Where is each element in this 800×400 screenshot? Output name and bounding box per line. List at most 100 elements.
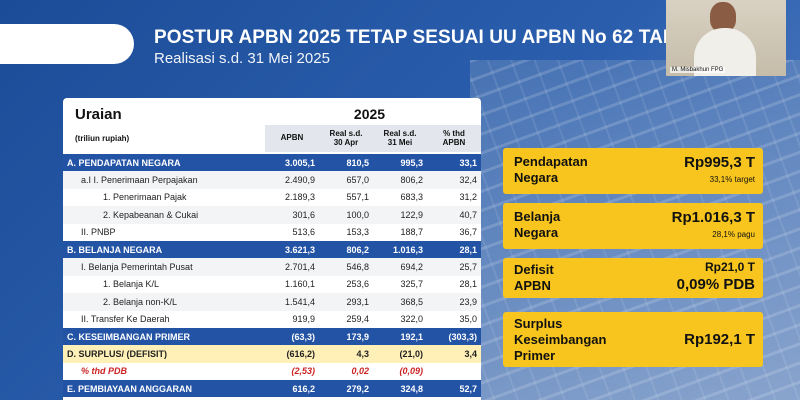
row-value	[427, 363, 481, 380]
row-label: 2. Kepabeanan & Cukai	[63, 206, 265, 224]
row-value: 100,0	[319, 206, 373, 224]
row-value: 3.005,1	[265, 154, 319, 172]
row-value: 23,9	[427, 293, 481, 311]
card-note: 33,1% target	[709, 175, 755, 184]
row-label: A. PENDAPATAN NEGARA	[63, 154, 265, 172]
row-label: a.I I. Penerimaan Perpajakan	[63, 171, 265, 189]
row-value: 2.189,3	[284, 192, 315, 203]
table-row: 1. Belanja K/L 1.160,1 253,6 325,7 28,1	[63, 276, 481, 293]
card-label: Defisit APBN	[514, 262, 554, 293]
slide-title: POSTUR APBN 2025 TETAP SESUAI UU APBN No…	[154, 27, 753, 48]
card-value: Rp1.016,3 T	[671, 209, 755, 226]
row-label: 1. Penerimaan Pajak	[103, 192, 187, 203]
row-value: (2,53)	[291, 366, 315, 377]
card-value: Rp21,0 T	[704, 260, 755, 274]
table-unit: (triliun rupiah)	[75, 134, 130, 143]
table-row: A. PENDAPATAN NEGARA 3.005,1 810,5 995,3 33,…	[63, 154, 481, 172]
row-label: I. Belanja Pemerintah Pusat	[63, 258, 265, 276]
column-header: % thd APBN	[427, 125, 481, 152]
row-value: 279,2	[319, 380, 373, 398]
table-row: % thd PDB (2,53) 0,02 (0,09)	[63, 363, 481, 380]
row-value: 919,9	[292, 314, 315, 325]
row-value: 546,8	[319, 258, 373, 276]
table-row: B. BELANJA NEGARA 3.621,3 806,2 1.016,3 28,1	[63, 240, 481, 259]
table-row: D. SURPLUS/ (DEFISIT) (616,2) 4,3 (21,0) 3,4	[63, 345, 481, 363]
row-value: 52,7	[427, 380, 481, 398]
row-value: 31,2	[459, 192, 477, 203]
row-value: 324,8	[373, 380, 427, 398]
row-value: 33,1	[427, 154, 481, 172]
column-header: Real s.d. 30 Apr	[319, 125, 373, 152]
row-label: II. Transfer Ke Daerah	[81, 314, 170, 325]
row-value: 259,4	[346, 314, 369, 325]
row-label: D. SURPLUS/ (DEFISIT)	[63, 345, 265, 363]
row-label: B. BELANJA NEGARA	[63, 240, 265, 259]
webcam-name-label: M. Misbakhun FPG	[670, 67, 726, 73]
row-value: 657,0	[319, 171, 373, 189]
row-value: 2.490,9	[265, 171, 319, 189]
row-value: 513,6	[292, 227, 315, 238]
row-value: 35,0	[459, 314, 477, 325]
row-value: 1.541,4	[265, 293, 319, 311]
row-value: 683,3	[400, 192, 423, 203]
row-value: 4,3	[319, 345, 373, 363]
row-value: 32,4	[427, 171, 481, 189]
row-value: 28,1	[459, 279, 477, 290]
row-label: C. KESEIMBANGAN PRIMER	[63, 327, 265, 346]
slide-tab-decoration	[0, 24, 134, 64]
row-value: 253,6	[346, 279, 369, 290]
row-value: 293,1	[319, 293, 373, 311]
row-value: 322,0	[400, 314, 423, 325]
row-label: 1. Belanja K/L	[103, 279, 160, 290]
row-label: II. PNBP	[81, 227, 116, 238]
row-value: 301,6	[265, 206, 319, 224]
row-value: 188,7	[400, 227, 423, 238]
speaker-head	[710, 2, 736, 32]
row-label: 2. Belanja non-K/L	[63, 293, 265, 311]
table-title: Uraian	[75, 106, 122, 123]
table-row: II. PNBP 513,6 153,3 188,7 36,7	[63, 224, 481, 241]
summary-card-revenue: Pendapatan Negara Rp995,3 T 33,1% target	[503, 148, 763, 194]
row-value: 40,7	[427, 206, 481, 224]
table-row: E. PEMBIAYAAN ANGGARAN 616,2 279,2 324,8 52,…	[63, 380, 481, 398]
column-header: APBN	[265, 125, 319, 152]
table-row: 2. Kepabeanan & Cukai 301,6 100,0 122,9 40,7	[63, 206, 481, 224]
column-header: Real s.d. 31 Mei	[373, 125, 427, 152]
summary-card-primary-balance: Surplus Keseimbangan Primer Rp192,1 T	[503, 312, 763, 367]
table-row: C. KESEIMBANGAN PRIMER (63,3) 173,9 192,1 (3…	[63, 327, 481, 346]
row-value: (616,2)	[265, 345, 319, 363]
table-row: a.I I. Penerimaan Perpajakan 2.490,9 657,0…	[63, 171, 481, 189]
row-label: % thd PDB	[81, 366, 127, 377]
row-label: E. PEMBIAYAAN ANGGARAN	[63, 380, 265, 398]
summary-card-spending: Belanja Negara Rp1.016,3 T 28,1% pagu	[503, 203, 763, 249]
row-value: 325,7	[400, 279, 423, 290]
row-value: 192,1	[373, 327, 427, 346]
row-value: 3.621,3	[265, 240, 319, 259]
row-value: 36,7	[459, 227, 477, 238]
webcam-video-tile[interactable]: M. Misbakhun FPG	[666, 0, 786, 76]
row-value: 995,3	[373, 154, 427, 172]
row-value: 806,2	[319, 240, 373, 259]
budget-table-panel: Uraian (triliun rupiah) 2025 APBN Real s…	[63, 98, 481, 400]
row-value: 810,5	[319, 154, 373, 172]
row-value: 694,2	[373, 258, 427, 276]
row-value: (0,09)	[399, 366, 423, 377]
card-value-pdb: 0,09% PDB	[676, 276, 755, 293]
row-value: (21,0)	[373, 345, 427, 363]
row-value: 153,3	[346, 227, 369, 238]
row-value: 806,2	[373, 171, 427, 189]
card-label: Belanja Negara	[514, 209, 561, 240]
row-value: 28,1	[427, 240, 481, 259]
row-value: 2.701,4	[265, 258, 319, 276]
slide-subtitle: Realisasi s.d. 31 Mei 2025	[154, 50, 330, 67]
budget-table: A. PENDAPATAN NEGARA 3.005,1 810,5 995,3 33,…	[63, 154, 481, 398]
card-value: Rp995,3 T	[684, 154, 755, 171]
table-row: 2. Belanja non-K/L 1.541,4 293,1 368,5 23,9	[63, 293, 481, 311]
table-year: 2025	[353, 106, 386, 122]
row-value: (303,3)	[427, 327, 481, 346]
row-value: 122,9	[373, 206, 427, 224]
row-value: 25,7	[427, 258, 481, 276]
table-row: I. Belanja Pemerintah Pusat 2.701,4 546,8 6…	[63, 258, 481, 276]
table-row: II. Transfer Ke Daerah 919,9 259,4 322,0 35,…	[63, 311, 481, 328]
card-note: 28,1% pagu	[712, 230, 755, 239]
